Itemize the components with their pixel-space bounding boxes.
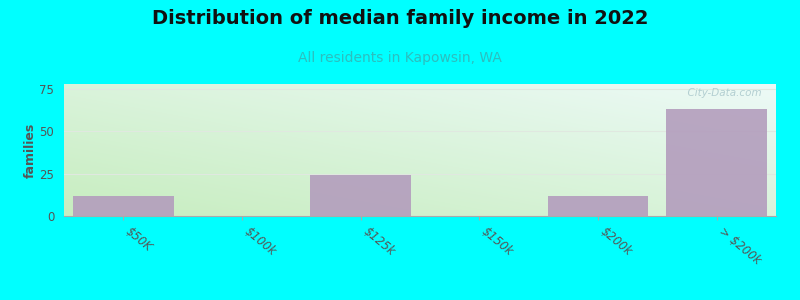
Bar [666,110,767,216]
Text: All residents in Kapowsin, WA: All residents in Kapowsin, WA [298,51,502,65]
Text: City-Data.com: City-Data.com [681,88,762,98]
Bar [310,176,411,216]
Y-axis label: families: families [24,122,37,178]
Bar [73,196,174,216]
Text: Distribution of median family income in 2022: Distribution of median family income in … [152,9,648,28]
Bar [547,196,649,216]
